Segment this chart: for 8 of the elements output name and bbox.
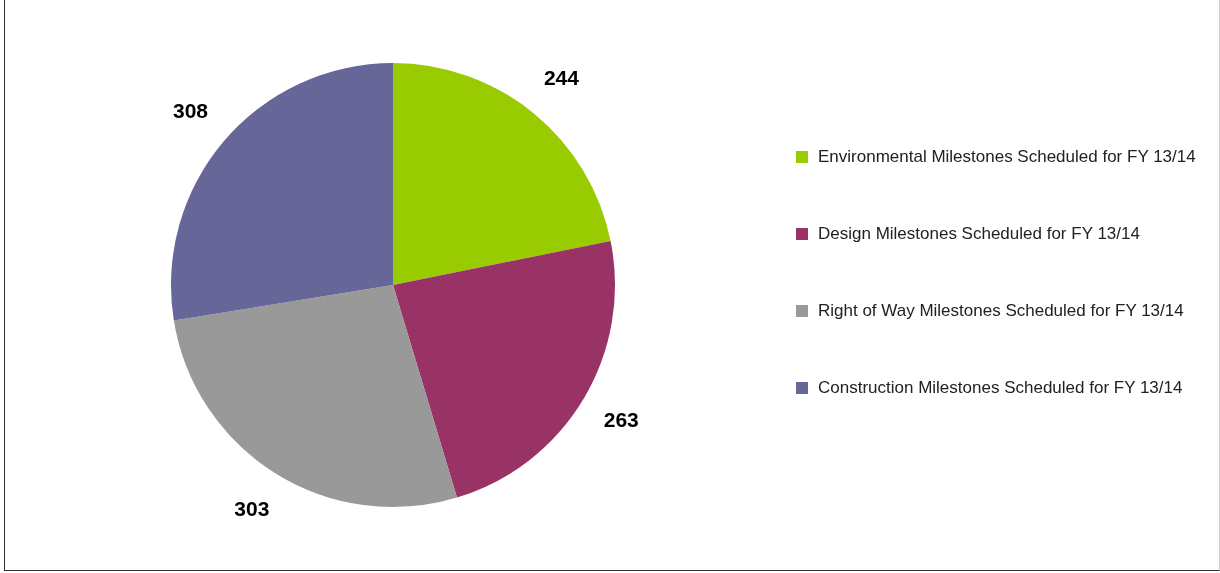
data-label: 263 xyxy=(603,408,639,432)
data-label: 308 xyxy=(172,99,209,123)
legend-label: Design Milestones Scheduled for FY 13/14 xyxy=(818,224,1140,243)
legend-label: Right of Way Milestones Scheduled for FY 13/14 xyxy=(818,301,1184,320)
legend-label: Construction Milestones Scheduled for FY 13/14 xyxy=(818,378,1183,397)
data-label: 303 xyxy=(234,497,270,521)
data-label: 244 xyxy=(543,65,580,89)
legend-label: Environmental Milestones Scheduled for FY 13/14 xyxy=(818,147,1196,166)
